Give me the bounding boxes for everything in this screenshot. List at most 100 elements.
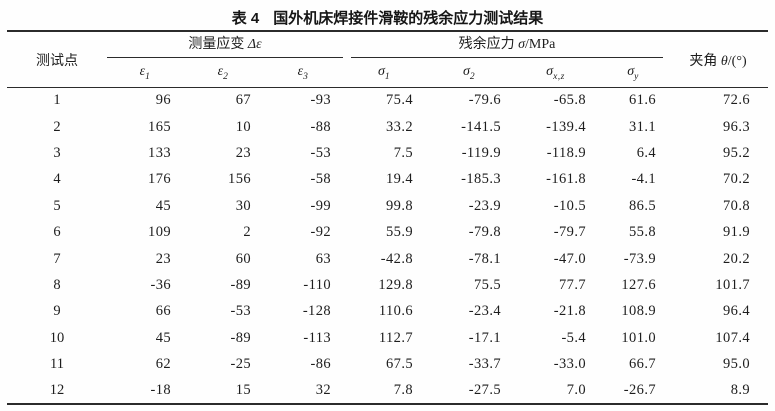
- cell-value: -27.5: [468, 381, 502, 398]
- header-epsilon-3: ε3: [263, 58, 343, 88]
- cell-test-point: 6: [53, 224, 61, 241]
- cell-value: 75.4: [386, 92, 414, 109]
- cell-value: -185.3: [461, 171, 502, 188]
- cell-value: 67.5: [386, 356, 414, 373]
- table-row: 11 62 -25 -86 67.5 -33.7 -33.0 66.7 95.0: [7, 351, 768, 377]
- sigmay-sub: y: [634, 71, 639, 82]
- table-row: 8 -36 -89 -110 129.8 75.5 77.7 127.6 101.7: [7, 272, 768, 298]
- cell-value: 7.5: [393, 144, 414, 161]
- cell-value: 23: [155, 250, 171, 267]
- cell-value: -128: [302, 303, 332, 320]
- header-sigma-1: σ1: [343, 58, 425, 88]
- cell-value: 15: [235, 381, 251, 398]
- cell-value: -23.9: [468, 197, 502, 214]
- cell-value: -23.4: [468, 303, 502, 320]
- cell-value: 127.6: [621, 276, 657, 293]
- epsilon2-sub: 2: [223, 71, 229, 82]
- header-group-row: 测试点 测量应变 Δε 残余应力 σ/MPa 夹角 θ/(°): [7, 31, 768, 69]
- cell-value: 101.0: [621, 329, 657, 346]
- sigma2-sub: 2: [469, 71, 476, 82]
- header-test-point: 测试点: [7, 31, 107, 88]
- stress-group-symbol: σ: [518, 37, 526, 52]
- header-strain-group: 测量应变 Δε: [107, 31, 344, 58]
- cell-value: 33.2: [386, 118, 414, 135]
- cell-test-point: 8: [53, 276, 61, 293]
- header-sigma-xz: σx,z: [513, 58, 598, 88]
- cell-value: 66.7: [629, 356, 657, 373]
- table-row: 12 -18 15 32 7.8 -27.5 7.0 -26.7 8.9: [7, 378, 768, 404]
- cell-test-point: 3: [53, 144, 61, 161]
- stress-group-unit: /MPa: [525, 37, 556, 52]
- cell-value: 55.8: [629, 224, 657, 241]
- cell-value: 30: [235, 197, 251, 214]
- cell-value: -99: [310, 197, 332, 214]
- title-text: 国外机床焊接件滑鞍的残余应力测试结果: [273, 10, 544, 27]
- cell-value: -79.6: [468, 92, 502, 109]
- cell-value: -110: [303, 276, 332, 293]
- cell-test-point: 5: [53, 197, 61, 214]
- cell-value: -86: [310, 356, 332, 373]
- cell-value: 77.7: [559, 276, 587, 293]
- angle-symbol: θ: [720, 53, 728, 69]
- cell-value: 32: [315, 381, 332, 398]
- cell-value: 31.1: [629, 118, 657, 135]
- cell-value: -47.0: [553, 250, 587, 267]
- cell-value: -17.1: [468, 329, 502, 346]
- cell-value: 96.3: [723, 118, 751, 135]
- cell-value: -79.8: [468, 224, 502, 241]
- cell-value: -26.7: [623, 381, 657, 398]
- cell-value: -65.8: [553, 92, 587, 109]
- strain-group-rule: 测量应变 Δε: [107, 33, 344, 58]
- strain-group-symbol: Δε: [247, 37, 262, 52]
- cell-value: 23: [235, 144, 251, 161]
- cell-value: 95.0: [723, 356, 751, 373]
- cell-value: 99.8: [386, 197, 414, 214]
- cell-value: 45: [155, 329, 171, 346]
- cell-value: 45: [155, 197, 171, 214]
- table-row: 5 45 30 -99 99.8 -23.9 -10.5 86.5 70.8: [7, 193, 768, 219]
- cell-value: 96.4: [723, 303, 751, 320]
- cell-value: 63: [315, 250, 332, 267]
- table-row: 6 109 2 -92 55.9 -79.8 -79.7 55.8 91.9: [7, 219, 768, 245]
- table-title: 表 4 国外机床焊接件滑鞍的残余应力测试结果: [0, 0, 775, 30]
- table-row: 3 133 23 -53 7.5 -119.9 -118.9 6.4 95.2: [7, 140, 768, 166]
- cell-value: 133: [148, 144, 171, 161]
- table-row: 4 176 156 -58 19.4 -185.3 -161.8 -4.1 70.2: [7, 167, 768, 193]
- cell-value: -79.7: [553, 224, 587, 241]
- epsilon1-base: ε: [139, 63, 146, 79]
- cell-value: -118.9: [546, 144, 587, 161]
- results-table: 测试点 测量应变 Δε 残余应力 σ/MPa 夹角 θ/(°): [7, 30, 769, 406]
- angle-label: 夹角: [689, 53, 718, 69]
- cell-value: 95.2: [723, 144, 751, 161]
- cell-value: -33.7: [468, 356, 502, 373]
- cell-value: 7.8: [393, 381, 414, 398]
- sigmaxz-base: σ: [546, 63, 554, 79]
- cell-value: -93: [310, 92, 332, 109]
- cell-value: 109: [148, 224, 171, 241]
- header-sub-row: ε1 ε2 ε3 σ1 σ2 σx,z σy: [7, 58, 768, 88]
- angle-unit: /(°): [727, 53, 747, 69]
- sigma1-base: σ: [377, 63, 385, 79]
- epsilon3-sub: 3: [303, 71, 309, 82]
- cell-value: -42.8: [380, 250, 414, 267]
- cell-test-point: 11: [50, 356, 64, 373]
- cell-value: 61.6: [629, 92, 657, 109]
- table-header: 测试点 测量应变 Δε 残余应力 σ/MPa 夹角 θ/(°): [7, 31, 769, 88]
- cell-value: 96: [155, 92, 171, 109]
- cell-value: -78.1: [468, 250, 502, 267]
- cell-test-point: 2: [53, 118, 61, 135]
- cell-value: 165: [148, 118, 171, 135]
- epsilon3-base: ε: [297, 63, 304, 79]
- cell-value: 55.9: [386, 224, 414, 241]
- stress-group-rule: 残余应力 σ/MPa: [351, 33, 664, 58]
- cell-value: -36: [150, 276, 171, 293]
- cell-value: 72.6: [723, 92, 751, 109]
- header-sigma-2: σ2: [425, 58, 513, 88]
- cell-value: 156: [228, 171, 251, 188]
- cell-value: 108.9: [621, 303, 657, 320]
- header-epsilon-1: ε1: [107, 58, 183, 88]
- cell-value: 66: [155, 303, 171, 320]
- sigma2-base: σ: [462, 63, 470, 79]
- cell-value: 19.4: [386, 171, 414, 188]
